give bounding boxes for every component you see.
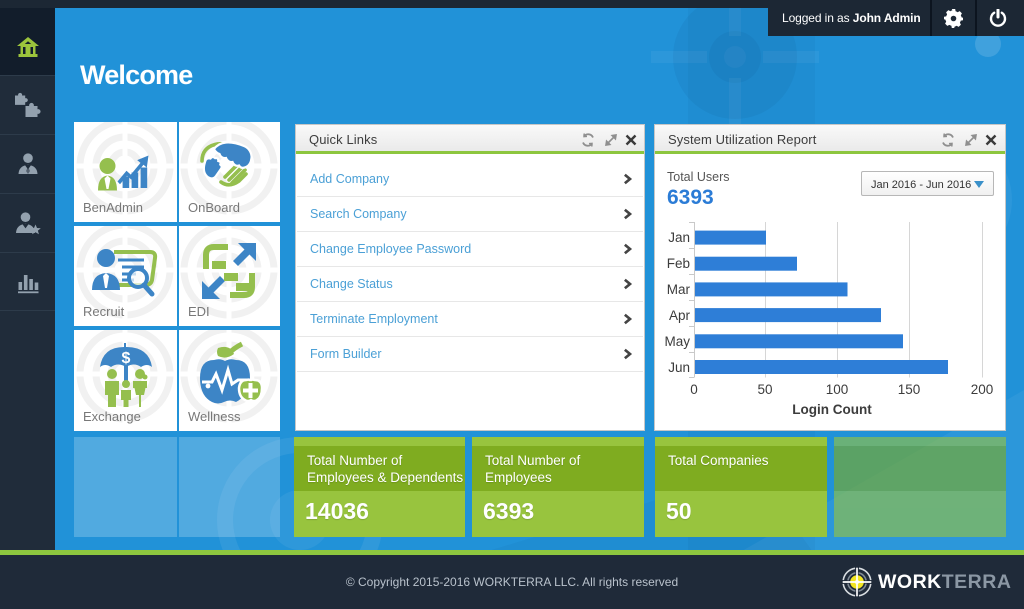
svg-text:50: 50 (757, 382, 772, 397)
svg-text:Mar: Mar (667, 282, 691, 297)
svg-text:Jan: Jan (668, 230, 690, 245)
svg-text:Feb: Feb (667, 256, 690, 271)
svg-text:0: 0 (690, 382, 698, 397)
svg-text:100: 100 (826, 382, 849, 397)
svg-text:Apr: Apr (669, 308, 691, 323)
svg-text:Jun: Jun (668, 360, 690, 375)
svg-text:May: May (664, 334, 690, 349)
svg-text:200: 200 (971, 382, 994, 397)
svg-text:Login Count: Login Count (792, 402, 872, 417)
svg-text:150: 150 (898, 382, 921, 397)
svg-text:$: $ (122, 350, 131, 367)
